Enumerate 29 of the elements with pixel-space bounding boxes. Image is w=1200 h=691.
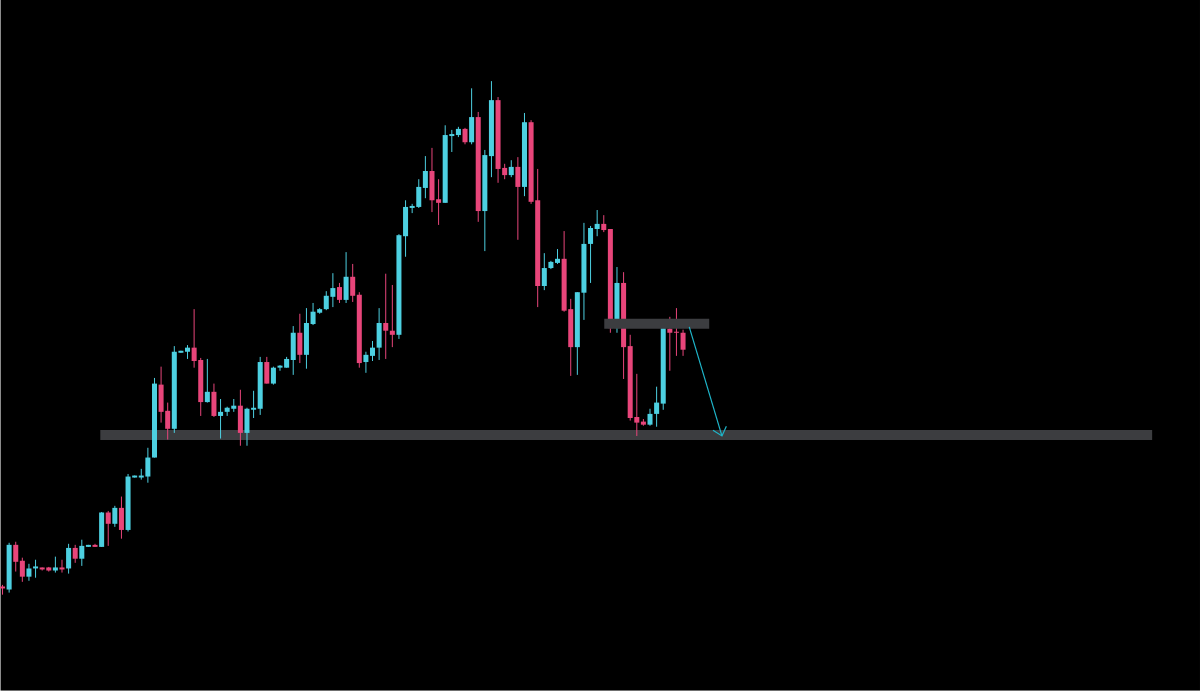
candlestick — [363, 351, 369, 374]
candlestick — [19, 557, 25, 583]
candlestick — [680, 329, 686, 357]
candlestick — [350, 263, 356, 303]
candlestick — [389, 284, 395, 348]
candlestick — [204, 358, 210, 404]
candlestick — [105, 510, 111, 547]
candlestick — [13, 541, 19, 573]
candlestick — [588, 225, 594, 284]
candlestick — [264, 356, 270, 385]
candlestick — [594, 209, 600, 237]
candlestick — [383, 273, 389, 360]
candlestick — [422, 155, 428, 199]
candlestick — [297, 313, 303, 364]
candlestick — [118, 496, 124, 540]
candlestick — [436, 178, 442, 226]
candlestick — [515, 156, 521, 241]
candlestick — [654, 386, 660, 428]
candlestick — [26, 563, 32, 582]
candlestick — [336, 282, 342, 304]
candlestick — [112, 505, 118, 528]
candlestick — [79, 539, 85, 567]
candlestick — [251, 390, 257, 419]
candlestick — [59, 559, 65, 574]
candlestick — [343, 251, 349, 304]
candlestick — [541, 252, 547, 291]
candlestick — [370, 340, 376, 362]
candlestick — [218, 398, 224, 440]
candlestick — [66, 543, 72, 575]
